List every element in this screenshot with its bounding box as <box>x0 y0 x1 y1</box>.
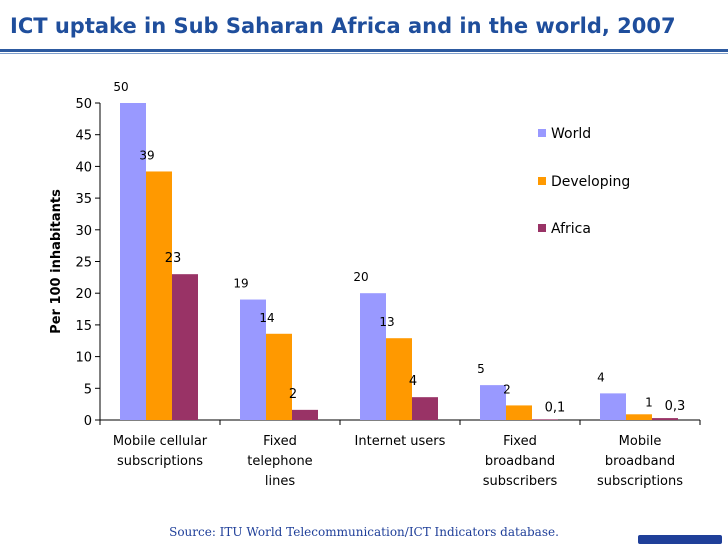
data-label: 0,3 <box>665 399 686 414</box>
publisher-logo <box>638 535 722 544</box>
x-tick-label: Mobile cellular <box>113 434 208 449</box>
bar-africa <box>172 274 198 420</box>
data-label: 23 <box>165 251 182 266</box>
bar-africa <box>292 409 318 420</box>
legend-swatch-world <box>538 129 546 137</box>
bar-developing <box>506 405 532 420</box>
title-divider-thin <box>0 53 728 54</box>
x-tick-label: broadband <box>605 454 675 469</box>
y-tick-label: 10 <box>75 351 92 366</box>
data-label: 4 <box>409 374 417 389</box>
y-tick-label: 45 <box>75 129 92 144</box>
y-tick-label: 5 <box>84 382 92 397</box>
title-divider <box>0 49 728 52</box>
bar-world <box>600 393 626 420</box>
y-tick-label: 40 <box>75 160 92 175</box>
data-label: 19 <box>233 277 248 291</box>
bar-africa <box>532 419 558 420</box>
data-label: 1 <box>645 395 653 409</box>
x-tick-label: Internet users <box>355 434 446 449</box>
y-tick-label: 0 <box>84 414 92 429</box>
bar-world <box>360 293 386 420</box>
x-tick-label: Fixed <box>263 434 297 449</box>
data-label: 14 <box>259 311 274 325</box>
bar-africa <box>652 418 678 420</box>
data-label: 2 <box>503 382 511 396</box>
data-label: 5 <box>477 362 485 376</box>
data-label: 20 <box>353 270 368 284</box>
source-note: Source: ITU World Telecommunication/ICT … <box>169 525 559 539</box>
y-tick-label: 20 <box>75 287 92 302</box>
y-tick-label: 15 <box>75 319 92 334</box>
legend-label-africa: Africa <box>551 221 591 237</box>
y-tick-label: 30 <box>75 224 92 239</box>
page-title: ICT uptake in Sub Saharan Africa and in … <box>10 14 676 38</box>
bar-developing <box>386 338 412 420</box>
data-label: 13 <box>379 315 394 329</box>
data-label: 4 <box>597 370 605 384</box>
bar-world <box>120 103 146 420</box>
x-tick-label: subscriptions <box>117 454 203 469</box>
x-tick-label: subscriptions <box>597 474 683 489</box>
x-tick-label: telephone <box>247 454 312 469</box>
data-label: 39 <box>139 148 154 162</box>
legend-label-developing: Developing <box>551 174 630 190</box>
bar-world <box>480 385 506 420</box>
y-axis-label: Per 100 inhabitants <box>49 189 64 334</box>
bar-africa <box>412 397 438 420</box>
x-tick-label: Mobile <box>619 434 662 449</box>
data-label: 2 <box>289 387 297 402</box>
title-bar: ICT uptake in Sub Saharan Africa and in … <box>0 0 728 58</box>
data-label: 50 <box>113 80 128 94</box>
bar-developing <box>626 414 652 420</box>
x-tick-label: Fixed <box>503 434 537 449</box>
legend-swatch-africa <box>538 224 546 232</box>
legend-label-world: World <box>551 126 591 142</box>
bar-developing <box>146 171 172 420</box>
y-tick-label: 35 <box>75 192 92 207</box>
bar-world <box>240 299 266 420</box>
x-tick-label: broadband <box>485 454 555 469</box>
legend-swatch-developing <box>538 177 546 185</box>
x-tick-label: subscribers <box>483 474 558 489</box>
y-tick-label: 50 <box>75 97 92 112</box>
data-label: 0,1 <box>545 400 566 415</box>
bar-developing <box>266 333 292 420</box>
x-tick-label: lines <box>265 474 295 489</box>
y-tick-label: 25 <box>75 256 92 271</box>
